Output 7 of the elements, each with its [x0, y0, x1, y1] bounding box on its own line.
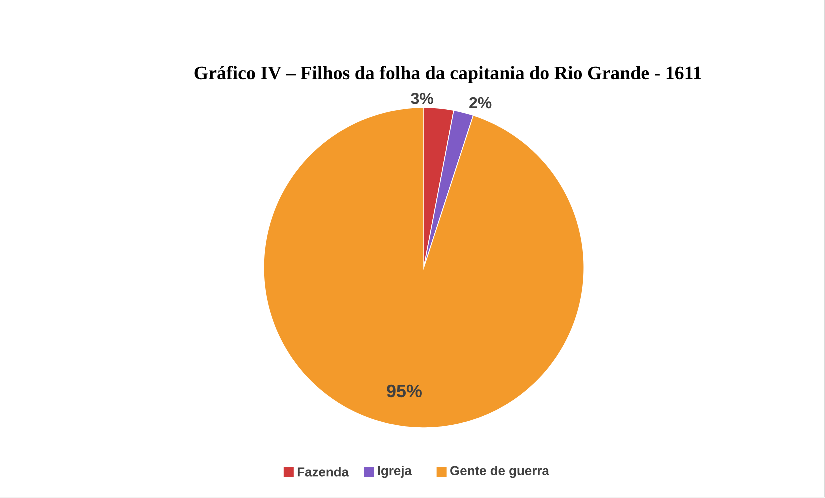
data-label: 2% [470, 97, 492, 109]
chart-title: Gráfico IV – Filhos da folha da capitania do Rio Grande - 1611 [194, 66, 702, 84]
data-label: 95% [387, 384, 422, 398]
data-label: 3% [411, 93, 434, 104]
legend-label: Igreja [378, 466, 412, 478]
legend-label: Gente de guerra [450, 466, 550, 478]
legend-label: Fazenda [298, 467, 350, 477]
